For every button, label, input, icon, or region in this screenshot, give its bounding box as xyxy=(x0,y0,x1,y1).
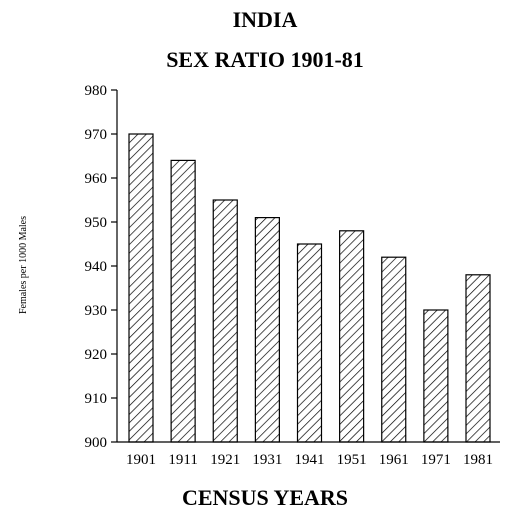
chart-title: INDIA xyxy=(233,7,298,32)
bar xyxy=(212,199,238,443)
x-tick-label: 1971 xyxy=(421,452,451,468)
bar xyxy=(423,309,449,443)
y-tick-label: 970 xyxy=(85,127,108,143)
y-tick-label: 910 xyxy=(85,391,108,407)
x-tick-label: 1931 xyxy=(252,452,282,468)
y-tick-label: 940 xyxy=(85,259,108,275)
y-tick-label: 960 xyxy=(85,171,108,187)
bars xyxy=(128,133,491,443)
y-tick-label: 950 xyxy=(85,215,108,231)
bar xyxy=(465,274,491,443)
x-axis: 1901 1911 1921 1931 1941 1951 1961 1971 1981 xyxy=(117,441,500,468)
y-tick-label: 980 xyxy=(85,83,108,99)
bar xyxy=(296,243,323,443)
y-axis: 900 910 920 930 940 950 960 970 980 xyxy=(85,83,118,451)
y-tick-label: 900 xyxy=(85,435,108,451)
x-tick-label: 1941 xyxy=(295,452,325,468)
x-tick-label: 1921 xyxy=(210,452,240,468)
x-axis-label: CENSUS YEARS xyxy=(182,485,348,510)
bar xyxy=(128,133,154,443)
chart-subtitle: SEX RATIO 1901-81 xyxy=(166,47,364,72)
y-tick-label: 930 xyxy=(85,303,108,319)
y-axis-label: Females per 1000 Males xyxy=(18,216,29,314)
bar xyxy=(339,230,365,443)
x-tick-label: 1911 xyxy=(168,452,197,468)
bar xyxy=(381,256,407,443)
x-tick-label: 1961 xyxy=(379,452,409,468)
x-tick-label: 1981 xyxy=(463,452,493,468)
bar xyxy=(254,217,280,443)
x-tick-label: 1951 xyxy=(337,452,367,468)
bar xyxy=(170,159,196,443)
x-tick-label: 1901 xyxy=(126,452,156,468)
y-tick-label: 920 xyxy=(85,347,108,363)
